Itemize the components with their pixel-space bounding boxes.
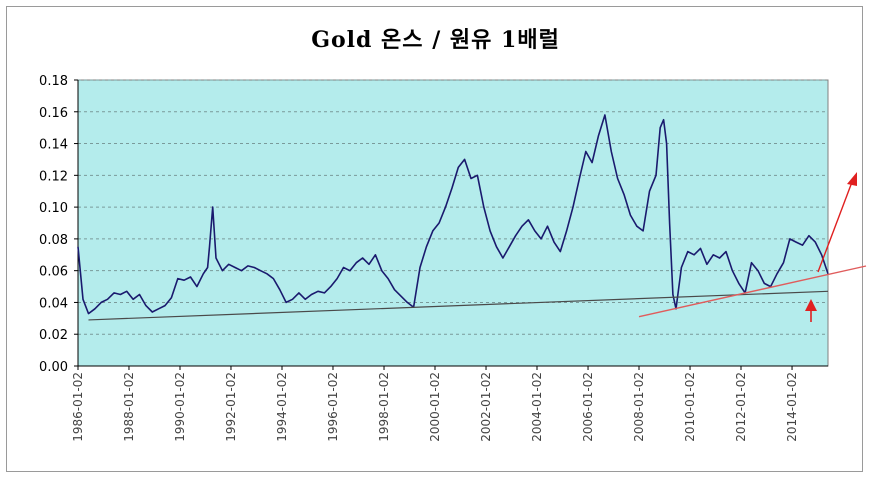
plot-area — [77, 79, 829, 367]
x-tick-label: 1990-01-02 — [173, 372, 187, 442]
x-tick-label: 2000-01-02 — [428, 372, 442, 442]
y-tick-label: 0.02 — [39, 328, 68, 343]
x-tick-label: 2010-01-02 — [683, 372, 697, 442]
y-axis: 0.00 0.02 0.04 0.06 0.08 0.10 0.12 0.14 0.16 0.18 — [39, 74, 79, 375]
x-axis: 1986-01-02 1988-01-02 1990-01-02 1992-01-02… — [71, 365, 828, 442]
x-tick-label: 2014-01-02 — [785, 372, 799, 442]
y-tick-label: 0.00 — [39, 360, 68, 375]
y-tick-label: 0.08 — [39, 233, 68, 248]
x-tick-label: 1988-01-02 — [122, 372, 136, 442]
rising-trendline — [638, 265, 867, 318]
arrow-up-right-shaft — [817, 181, 853, 273]
chart-title: Gold 온스 / 원유 1배럴 — [311, 27, 560, 53]
x-tick-label: 2006-01-02 — [581, 372, 595, 442]
series-line — [77, 114, 829, 315]
x-tick-label: 1996-01-02 — [326, 372, 340, 442]
x-tick-label: 1998-01-02 — [377, 372, 391, 442]
y-tick-label: 0.10 — [39, 201, 68, 216]
y-tick-label: 0.12 — [39, 169, 68, 184]
x-tick-label: 2008-01-02 — [632, 372, 646, 442]
support-trendline — [88, 290, 829, 321]
arrow-up-right-head — [847, 172, 857, 186]
x-tick-label: 2004-01-02 — [530, 372, 544, 442]
y-tick-label: 0.06 — [39, 265, 68, 280]
x-tick-label: 2002-01-02 — [479, 372, 493, 442]
series-layer — [77, 114, 829, 315]
annotations-layer — [88, 172, 867, 322]
y-tick-label: 0.16 — [39, 106, 68, 121]
x-tick-label: 1994-01-02 — [275, 372, 289, 442]
x-tick-label: 1986-01-02 — [71, 372, 85, 442]
y-tick-label: 0.04 — [39, 296, 68, 311]
y-tick-label: 0.18 — [39, 74, 68, 89]
x-tick-label: 1992-01-02 — [224, 372, 238, 442]
x-tick-label: 2012-01-02 — [734, 372, 748, 442]
arrow-up-small-head — [805, 299, 817, 311]
y-tick-label: 0.14 — [39, 138, 68, 153]
